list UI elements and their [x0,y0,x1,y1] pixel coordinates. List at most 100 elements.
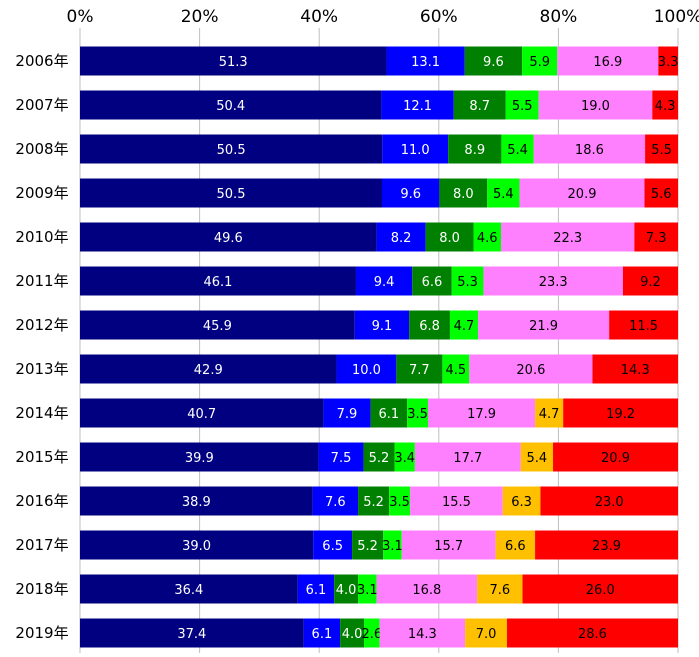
data-label: 14.3 [408,627,437,642]
bar-segment [520,442,554,472]
data-label: 8.2 [391,231,412,246]
data-label: 11.5 [629,319,658,334]
data-label: 3.5 [389,495,410,510]
bar-segment [557,46,659,76]
bar-segment [376,574,478,604]
data-label: 8.9 [464,143,485,158]
bar-segment [501,134,534,164]
data-label: 49.6 [214,231,243,246]
bar-segment [453,90,506,120]
bar-segment [563,398,678,428]
bar-segment [535,398,564,428]
bar-segment [80,442,319,472]
bar-segment [553,442,678,472]
data-label: 3.5 [407,407,428,422]
y-category-label: 2011年 [15,272,68,290]
bar-segment [382,134,449,164]
bar-segment [363,442,395,472]
data-label: 5.4 [493,187,514,202]
bar-segment [409,310,450,340]
data-label: 8.0 [439,231,460,246]
y-category-label: 2008年 [15,140,68,158]
bar-segment [592,354,678,384]
data-label: 15.7 [434,539,463,554]
bar-segment [376,222,426,252]
bar-segment [313,530,353,560]
data-label: 5.5 [512,99,533,114]
data-label: 51.3 [219,55,248,70]
bar-segment [609,310,678,340]
bar-segment [336,354,397,384]
bar-segment [352,530,384,560]
data-label: 50.4 [216,99,245,114]
bar-segment [389,486,411,516]
y-category-label: 2017年 [15,536,68,554]
data-label: 39.9 [185,451,214,466]
x-tick-label: 100% [654,7,699,27]
data-label: 3.3 [658,55,679,70]
data-label: 7.5 [331,451,352,466]
bar-segment [80,310,355,340]
bar-segment [540,486,678,516]
data-label: 23.3 [539,275,568,290]
y-category-label: 2018年 [15,580,68,598]
data-label: 2.6 [361,627,382,642]
bar-segment [318,442,364,472]
bar-segment [80,134,383,164]
bar-segment [439,178,488,208]
data-label: 17.9 [467,407,496,422]
bar-segment [312,486,359,516]
data-label: 45.9 [203,319,232,334]
data-label: 23.9 [592,539,621,554]
data-label: 5.2 [369,451,390,466]
x-axis-tick-labels: 0% 20% 40% 60% 80% 100% [67,7,699,27]
data-label: 6.3 [511,495,532,510]
bar-segment [80,530,314,560]
data-label: 5.3 [457,275,478,290]
data-label: 3.4 [394,451,415,466]
data-label: 50.5 [217,187,246,202]
bar-segment [358,574,377,604]
bars: 51.3 13.1 9.6 5.9 16.9 3.3 50.4 12.1 8.7 5.5 19.0 4… [80,46,679,648]
bar-segment [464,46,523,76]
y-axis-category-labels: 2006年 2007年 2008年 2009年 2010年 2011年 2012年 2013年… [15,52,68,642]
bar-segment [428,398,536,428]
data-label: 22.3 [553,231,582,246]
bar-segment [407,398,429,428]
data-label: 19.2 [606,407,635,422]
data-label: 3.1 [357,583,378,598]
bar-segment [80,178,382,208]
data-label: 17.7 [453,451,482,466]
data-label: 4.0 [342,627,363,642]
bar-segment [80,46,387,76]
data-label: 37.4 [177,627,206,642]
data-label: 5.6 [651,187,672,202]
bar-segment [80,222,377,252]
bar-segment [80,354,337,384]
data-label: 5.4 [527,451,548,466]
data-label: 5.2 [363,495,384,510]
bar-segment [465,618,507,648]
data-label: 28.6 [578,627,607,642]
bar-segment [355,266,413,296]
bar-segment [533,134,646,164]
data-label: 5.9 [529,55,550,70]
bar-segment [80,574,298,604]
data-label: 4.0 [336,583,357,598]
data-label: 4.7 [454,319,475,334]
bar-segment [383,530,402,560]
data-label: 11.0 [401,143,430,158]
data-label: 15.5 [442,495,471,510]
data-label: 14.3 [621,363,650,378]
y-category-label: 2014年 [15,404,68,422]
bar-segment [80,618,304,648]
bar-segment [448,134,502,164]
bar-segment [414,442,521,472]
data-label: 6.8 [419,319,440,334]
bar-segment [80,398,324,428]
y-category-label: 2010年 [15,228,68,246]
data-label: 9.1 [372,319,393,334]
bar-segment [522,574,678,604]
